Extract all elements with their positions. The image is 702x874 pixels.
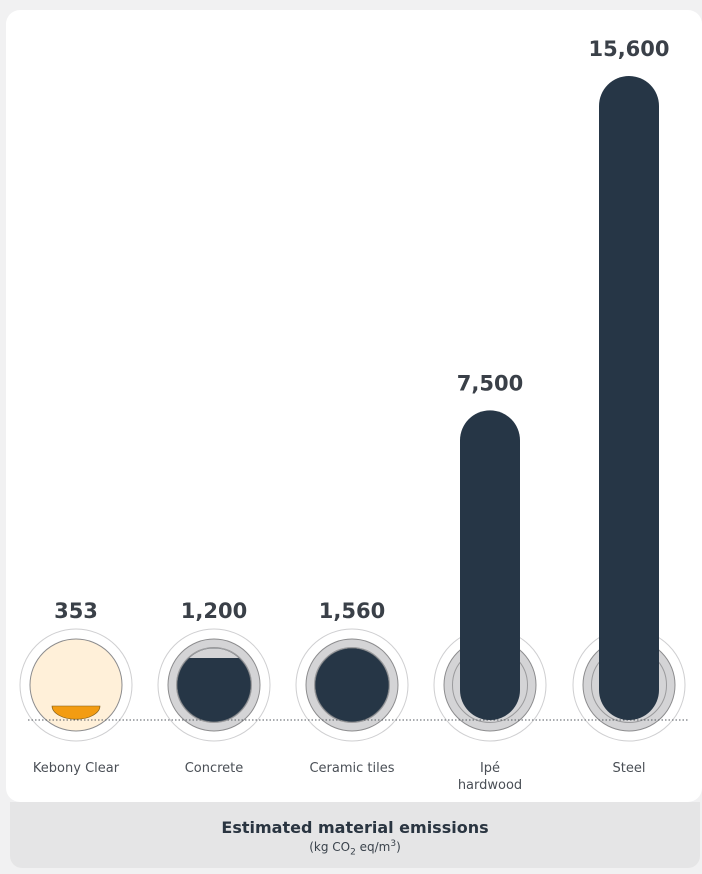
bar-4 — [599, 76, 659, 720]
bar-1 — [177, 648, 251, 722]
bar-kebony-clear — [51, 705, 101, 720]
bar-3 — [460, 410, 520, 720]
chart-title: Estimated material emissions — [221, 818, 489, 837]
value-label: 7,500 — [457, 371, 523, 395]
category-label: Kebony Clear — [33, 761, 120, 776]
chart-footer: Estimated material emissions (kg CO2 eq/… — [10, 802, 700, 868]
outer-ring — [19, 628, 133, 742]
inner-ring — [176, 647, 252, 723]
value-label: 353 — [54, 599, 98, 623]
category-label: Ceramic tiles — [309, 761, 394, 776]
value-label: 15,600 — [588, 37, 669, 61]
category-label: Concrete — [185, 761, 244, 776]
outer-ring — [295, 628, 409, 742]
category-label: Steel — [613, 761, 646, 776]
chart-unit: (kg CO2 eq/m3) — [309, 839, 401, 858]
category-label: hardwood — [458, 778, 522, 793]
inner-ring — [314, 647, 390, 723]
category-label: Ipé — [480, 761, 500, 776]
value-label: 1,560 — [319, 599, 385, 623]
bar-2 — [315, 648, 389, 722]
value-label: 1,200 — [181, 599, 247, 623]
outer-ring — [157, 628, 271, 742]
